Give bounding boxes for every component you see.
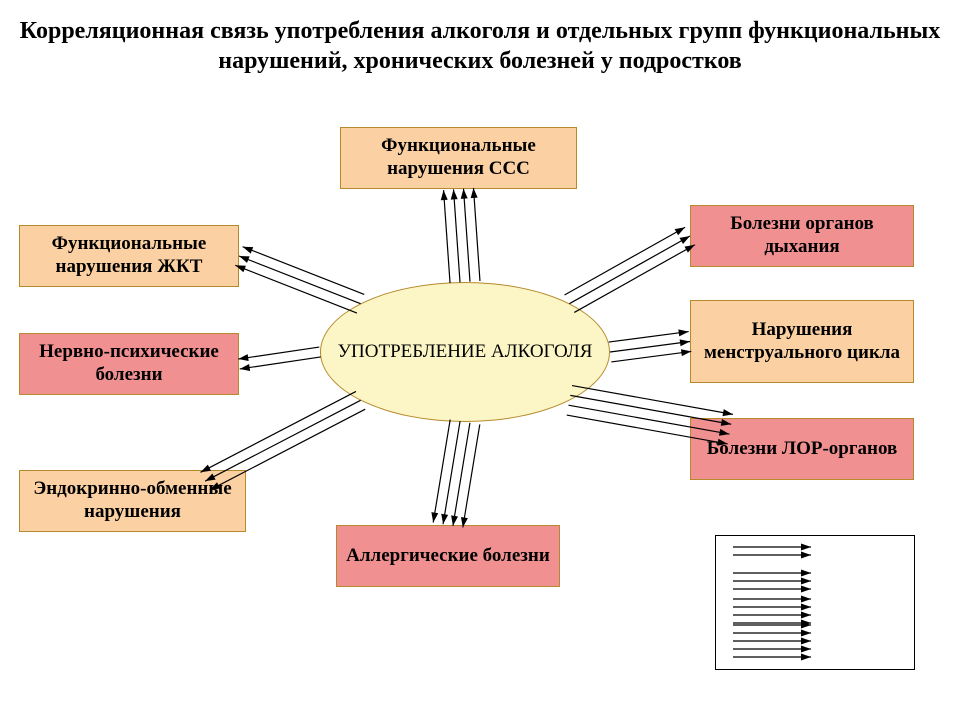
node-label: Функциональные нарушения ЖКТ	[28, 233, 230, 279]
center-node-label: УПОТРЕБЛЕНИЕ АЛКОГОЛЯ	[338, 341, 593, 364]
diagram-title: Корреляционная связь употребления алкого…	[0, 16, 960, 76]
node-neuro: Нервно-психические болезни	[19, 333, 239, 395]
node-ccc: Функциональные нарушения ССС	[340, 127, 577, 189]
node-allerg: Аллергические болезни	[336, 525, 560, 587]
center-node: УПОТРЕБЛЕНИЕ АЛКОГОЛЯ	[320, 282, 610, 422]
node-menstr: Нарушения менструального цикла	[690, 300, 914, 383]
node-label: Болезни органов дыхания	[699, 213, 905, 259]
node-gkt: Функциональные нарушения ЖКТ	[19, 225, 239, 287]
legend-box	[715, 535, 915, 670]
node-label: Нервно-психические болезни	[28, 341, 230, 387]
node-label: Нарушения менструального цикла	[699, 319, 905, 365]
node-resp: Болезни органов дыхания	[690, 205, 914, 267]
node-lor: Болезни ЛОР-органов	[690, 418, 914, 480]
node-label: Аллергические болезни	[346, 545, 550, 568]
node-endo: Эндокринно-обменные нарушения	[19, 470, 246, 532]
node-label: Болезни ЛОР-органов	[707, 438, 897, 461]
node-label: Функциональные нарушения ССС	[349, 135, 568, 181]
node-label: Эндокринно-обменные нарушения	[28, 478, 237, 524]
diagram-stage: Корреляционная связь употребления алкого…	[0, 0, 960, 720]
